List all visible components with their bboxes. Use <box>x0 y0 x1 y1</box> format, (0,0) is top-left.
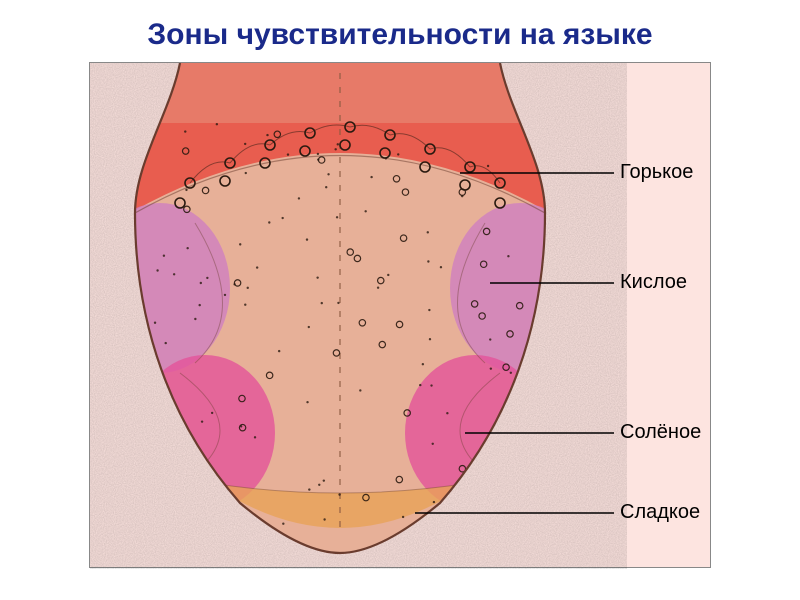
label-salty: Солёное <box>620 421 701 444</box>
label-bitter: Горькое <box>620 161 693 184</box>
tongue-diagram: Горькое Кислое Солёное Сладкое <box>89 62 711 568</box>
label-sour: Кислое <box>620 271 687 294</box>
tongue-svg <box>90 63 712 569</box>
label-sweet: Сладкое <box>620 501 700 524</box>
page-title: Зоны чувствительности на языке <box>0 0 800 62</box>
